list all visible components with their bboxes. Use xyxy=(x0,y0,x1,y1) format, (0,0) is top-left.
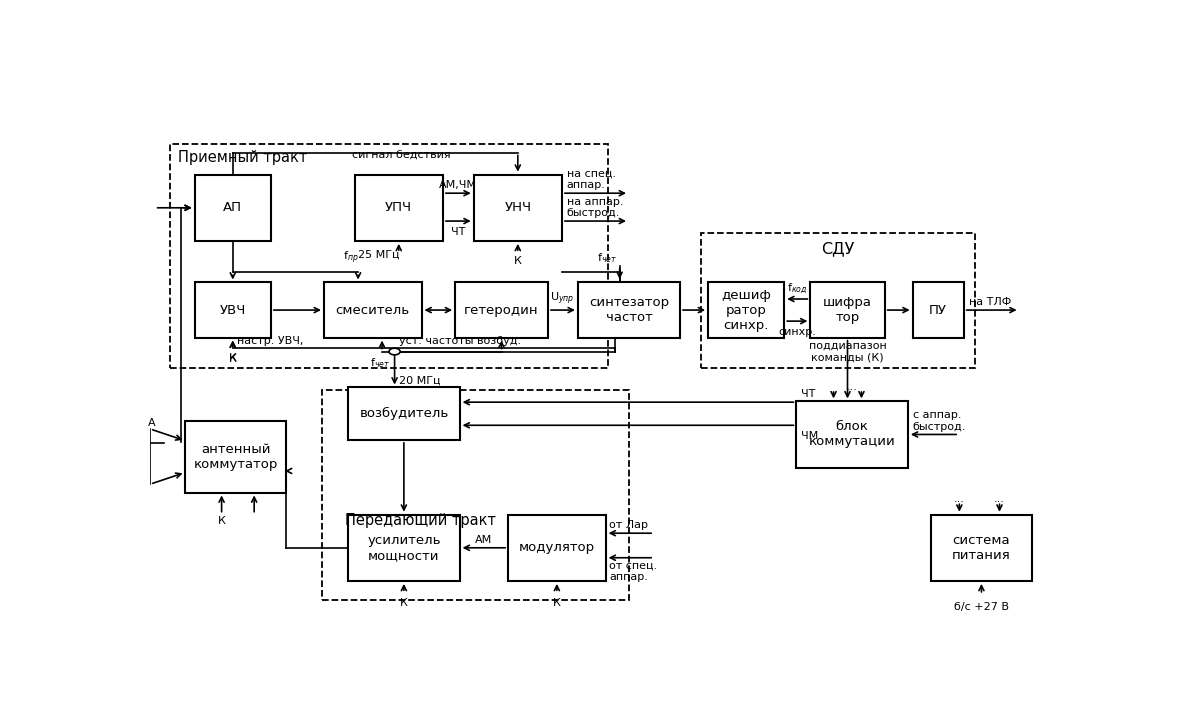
Text: f$_{чет}$: f$_{чет}$ xyxy=(596,251,617,265)
Text: синтезатор
частот: синтезатор частот xyxy=(589,296,670,324)
Text: модулятор: модулятор xyxy=(518,541,595,554)
Text: К: К xyxy=(217,516,226,526)
Text: ...: ... xyxy=(994,494,1004,504)
Text: гетеродин: гетеродин xyxy=(464,304,539,317)
Text: 25 МГц: 25 МГц xyxy=(359,249,400,259)
Text: от Лар: от Лар xyxy=(610,521,648,531)
Text: дешиф
ратор
синхр.: дешиф ратор синхр. xyxy=(721,289,772,332)
Text: УНЧ: УНЧ xyxy=(504,201,532,214)
Bar xyxy=(810,282,884,337)
Bar xyxy=(185,421,286,493)
Text: сигнал бедствия: сигнал бедствия xyxy=(352,150,450,159)
Text: на спец.
аппар.: на спец. аппар. xyxy=(566,169,616,190)
Bar xyxy=(474,174,562,241)
Bar xyxy=(170,144,607,368)
Text: шифра
тор: шифра тор xyxy=(823,296,872,324)
Text: блок
коммутации: блок коммутации xyxy=(809,421,895,449)
Bar xyxy=(194,282,271,337)
Bar xyxy=(324,282,421,337)
Text: на аппар.
быстрод.: на аппар. быстрод. xyxy=(566,197,623,218)
Text: с аппар.
быстрод.: с аппар. быстрод. xyxy=(912,410,966,432)
Bar xyxy=(455,282,548,337)
Text: синхр.: синхр. xyxy=(779,327,816,337)
Text: К: К xyxy=(553,597,560,607)
Text: 20 МГц: 20 МГц xyxy=(400,376,440,386)
Text: УВЧ: УВЧ xyxy=(220,304,246,317)
Text: К: К xyxy=(229,354,236,364)
Bar xyxy=(578,282,680,337)
Text: поддиапазон
команды (К): поддиапазон команды (К) xyxy=(809,340,887,362)
Text: АП: АП xyxy=(223,201,242,214)
Text: УПЧ: УПЧ xyxy=(385,201,413,214)
Text: ПУ: ПУ xyxy=(929,304,947,317)
Text: ЧТ: ЧТ xyxy=(802,389,815,399)
Bar xyxy=(348,515,460,581)
Text: на ТЛФ: на ТЛФ xyxy=(970,297,1012,307)
Bar xyxy=(797,401,908,467)
Text: ...: ... xyxy=(847,383,858,393)
Text: ЧМ: ЧМ xyxy=(802,431,818,441)
Text: Передающий тракт: Передающий тракт xyxy=(346,513,496,528)
Bar xyxy=(708,282,785,337)
Bar xyxy=(931,515,1032,581)
Text: возбудитель: возбудитель xyxy=(359,407,449,420)
Text: ...: ... xyxy=(954,494,965,504)
Text: уст. частоты возбуд.: уст. частоты возбуд. xyxy=(400,336,521,346)
Text: К: К xyxy=(514,256,522,266)
Bar xyxy=(194,174,271,241)
Text: б/с +27 В: б/с +27 В xyxy=(954,602,1009,612)
Text: АМ: АМ xyxy=(475,535,492,545)
Bar xyxy=(912,282,964,337)
Text: Приемный тракт: Приемный тракт xyxy=(178,150,307,164)
Bar xyxy=(348,388,460,440)
Bar xyxy=(701,233,974,368)
Text: U$_{упр}$: U$_{упр}$ xyxy=(551,291,575,307)
Text: К: К xyxy=(229,353,236,363)
Text: усилитель
мощности: усилитель мощности xyxy=(367,533,440,561)
Circle shape xyxy=(389,348,400,355)
Text: К: К xyxy=(400,597,408,607)
Text: система
питания: система питания xyxy=(952,533,1010,561)
Text: ЧТ: ЧТ xyxy=(451,227,466,237)
Text: от спец.
аппар.: от спец. аппар. xyxy=(610,561,658,582)
Text: f$_{код}$: f$_{код}$ xyxy=(787,281,808,297)
Text: смеситель: смеситель xyxy=(336,304,409,317)
Text: СДУ: СДУ xyxy=(821,241,854,256)
Text: А: А xyxy=(148,418,156,428)
Text: антенный
коммутатор: антенный коммутатор xyxy=(193,442,277,470)
Bar xyxy=(322,391,629,600)
Text: f$_{пр}$: f$_{пр}$ xyxy=(343,249,359,266)
Text: настр. УВЧ,: настр. УВЧ, xyxy=(238,336,304,346)
Text: АМ,ЧМ: АМ,ЧМ xyxy=(439,180,478,190)
Text: f$_{чет}$: f$_{чет}$ xyxy=(370,356,390,370)
Bar xyxy=(508,515,606,581)
Bar xyxy=(355,174,443,241)
